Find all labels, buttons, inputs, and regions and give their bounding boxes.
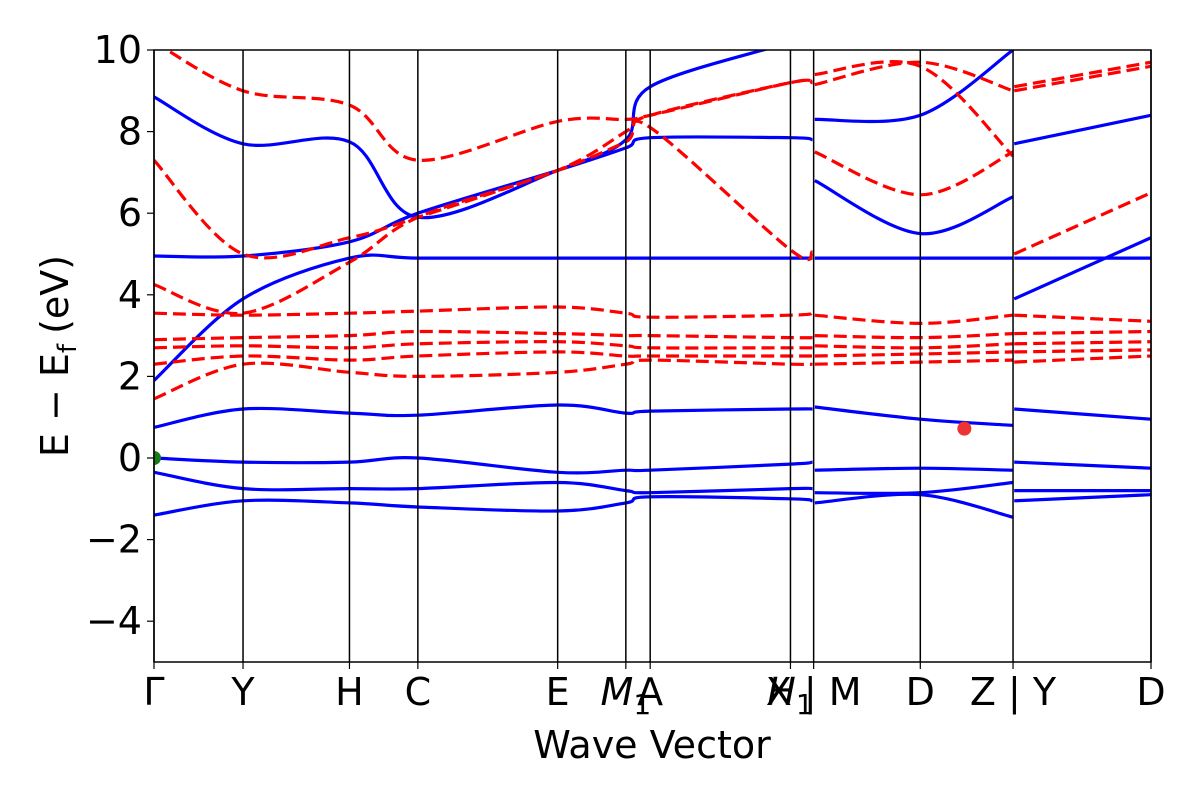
x-tick-label-8: X | M [766, 670, 862, 715]
y-tick-label-6: −2 [86, 518, 142, 562]
x-tick-label-3: C [405, 670, 432, 714]
spin-down-band-11-segment-2 [1014, 313, 1151, 323]
spin-up-band-1-segment-2 [1014, 460, 1151, 470]
spin-down-band-9-segment-1 [814, 342, 1014, 350]
spin-up-band-2-segment-0 [154, 495, 813, 517]
spin-down-band-12-segment-0 [154, 78, 814, 316]
spin-down-band-14-segment-2 [1013, 60, 1151, 89]
spin-down-band-10-segment-2 [1014, 329, 1151, 336]
x-tick-label-9: D [906, 670, 935, 714]
spin-down-band-12-segment-1 [814, 150, 1014, 197]
x-tick-label-10: Z | Y [970, 670, 1057, 715]
y-tick-label-7: −4 [86, 599, 142, 643]
spin-up-band-5-segment-1 [814, 179, 1014, 236]
spin-down-band-8-segment-0 [154, 350, 813, 366]
markers-layer [154, 421, 972, 465]
x-axis-title: Wave Vector [533, 723, 771, 767]
spin-up-band-6-segment-2 [1013, 113, 1151, 146]
y-axis-title-sub: f [53, 343, 83, 353]
y-tick-label-3: 4 [118, 273, 142, 317]
svg-text:E − Ef(eV): E − Ef (eV) [33, 255, 83, 457]
y-tick-label-4: 2 [118, 354, 142, 398]
series-layer [154, 50, 1151, 519]
spin-down-band-11-segment-0 [154, 305, 813, 319]
spin-up-band-5-segment-2 [1013, 236, 1151, 301]
spin-up-band-3-segment-2 [1014, 407, 1151, 421]
y-axis-title-main: E − E [33, 353, 77, 457]
spin-up-band-1-segment-0 [154, 456, 813, 475]
spin-up-band-2-segment-2 [1014, 493, 1151, 503]
spin-down-band-7-segment-1 [814, 358, 1014, 366]
spin-down-band-13-segment-0 [154, 119, 815, 262]
spin-up-band-1-segment-1 [814, 466, 1014, 472]
spin-down-band-8-segment-2 [1014, 348, 1151, 354]
x-tick-label-6: A [637, 670, 663, 714]
y-axis-ticks: 10 8 6 4 2 0 −2 −4 [86, 28, 154, 643]
y-axis-title: E − Ef (eV) [33, 255, 83, 457]
plot-frame [153, 49, 1152, 663]
spin-up-band-0-segment-1 [814, 480, 1014, 496]
y-axis-title-unit: (eV) [33, 255, 77, 334]
spin-down-band-7-segment-0 [154, 358, 813, 401]
y-tick-label-5: 0 [118, 436, 142, 480]
spin-down-band-9-segment-0 [154, 340, 813, 350]
y-tick-label-0: 10 [94, 28, 142, 72]
x-tick-label-2: H [335, 670, 364, 714]
cbm-marker [957, 421, 972, 436]
spin-down-band-10-segment-0 [154, 329, 813, 342]
spin-down-band-13-segment-2 [1013, 64, 1151, 93]
spin-down-band-10-segment-1 [814, 332, 1014, 340]
spin-down-band-11-segment-1 [814, 313, 1014, 325]
spin-down-band-14-segment-1 [814, 60, 1014, 93]
spin-up-band-5-segment-0 [154, 135, 813, 259]
spin-up-band-3-segment-0 [154, 403, 813, 429]
spin-up-band-3-segment-1 [814, 405, 1014, 427]
spin-up-band-6-segment-0 [154, 50, 769, 220]
y-tick-label-1: 8 [118, 110, 142, 154]
x-tick-label-1: Y [230, 670, 255, 714]
x-tick-label-5: M1 [601, 670, 652, 721]
spin-up-band-0-segment-0 [154, 470, 813, 495]
spin-up-band-4-segment-0 [154, 253, 813, 382]
spin-down-band-9-segment-2 [1014, 340, 1151, 346]
vbm-marker [154, 451, 161, 465]
x-tick-label-0: Γ [143, 670, 164, 714]
spin-up-band-2-segment-1 [814, 492, 1014, 519]
spin-down-band-8-segment-1 [814, 350, 1014, 358]
x-tick-label-4: E [546, 670, 570, 714]
spin-down-band-7-segment-2 [1014, 354, 1151, 364]
x-tick-label-7: H1 [767, 670, 813, 721]
x-axis-ticks: Γ Y H C E M1A H1X | M D Z | Y D [143, 662, 1166, 721]
y-tick-label-2: 6 [118, 191, 142, 235]
x-tick-label-11: D [1136, 670, 1165, 714]
spin-down-band-12-segment-2 [1013, 191, 1151, 256]
